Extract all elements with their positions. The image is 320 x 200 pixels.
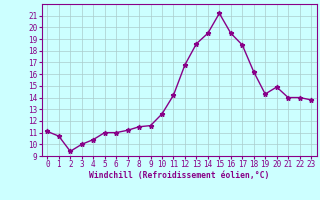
X-axis label: Windchill (Refroidissement éolien,°C): Windchill (Refroidissement éolien,°C) <box>89 171 269 180</box>
